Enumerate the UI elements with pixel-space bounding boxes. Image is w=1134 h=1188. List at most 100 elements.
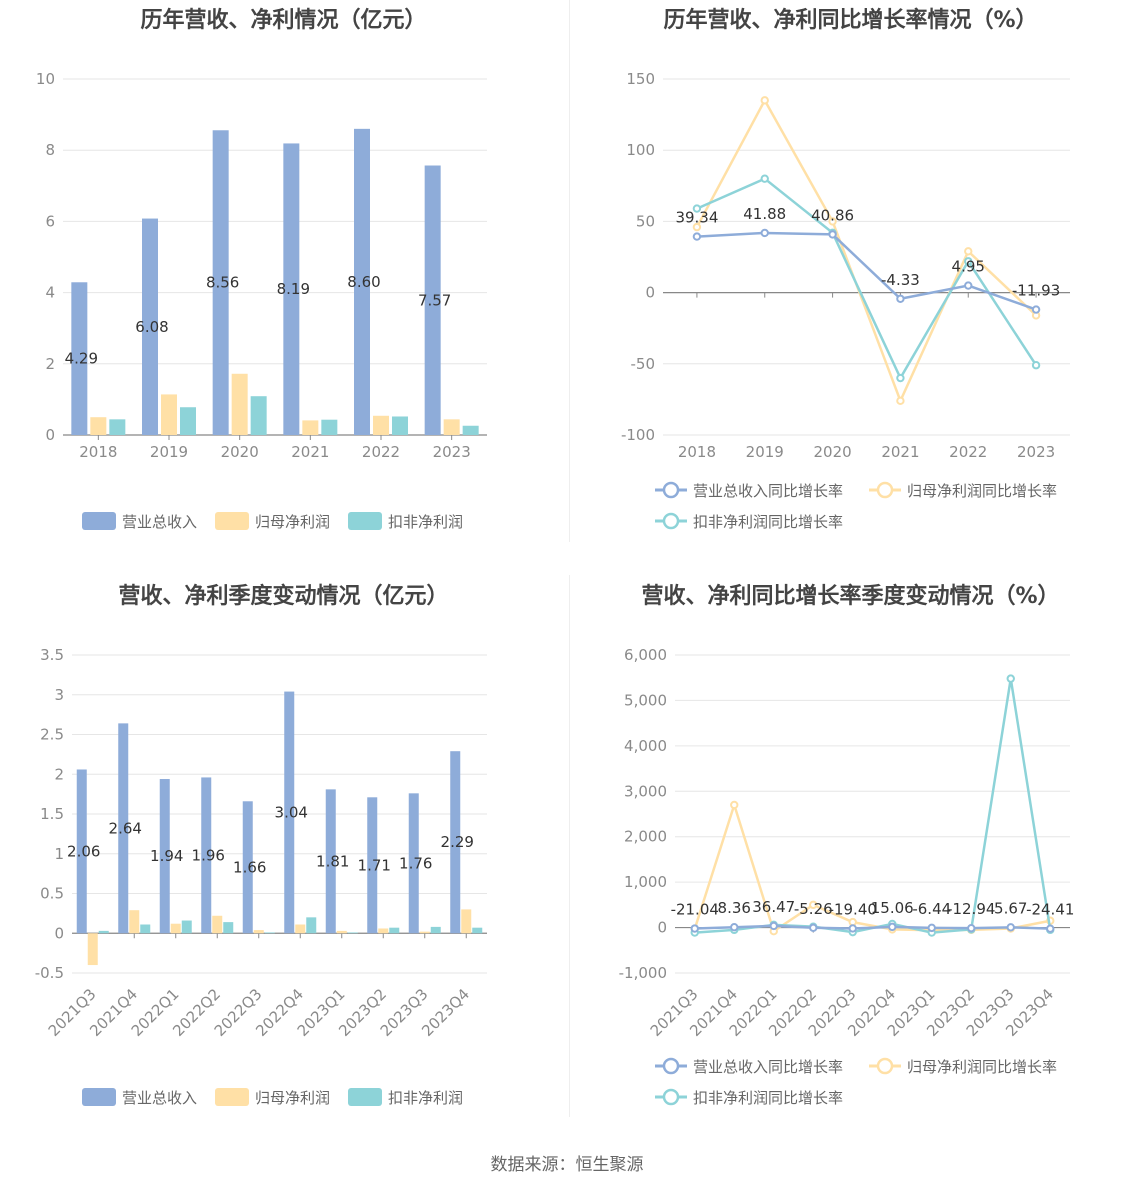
- chart-title: 历年营收、净利情况（亿元）: [140, 8, 427, 33]
- bar: [295, 924, 306, 934]
- legend-label: 营业总收入同比增长率: [693, 482, 843, 500]
- series-point: [896, 294, 905, 303]
- series-point: [692, 204, 702, 213]
- bar: [212, 130, 229, 436]
- legend-swatch: [215, 512, 249, 530]
- legend-marker: [662, 512, 680, 530]
- bar: [264, 932, 275, 934]
- y-tick-label: 0: [45, 426, 55, 444]
- bar: [231, 373, 248, 435]
- x-tick-label: 2020: [221, 443, 259, 461]
- y-tick-label: 2: [45, 355, 55, 373]
- series-line: [695, 97, 1037, 405]
- y-tick-label: 0: [54, 924, 64, 942]
- chart-title: 历年营收、净利同比增长率情况（%）: [663, 8, 1038, 33]
- series-point: [964, 257, 973, 266]
- bar: [450, 751, 461, 934]
- series-point: [1031, 305, 1041, 314]
- series-point: [967, 923, 976, 933]
- legend-swatch: [348, 512, 382, 530]
- bar: [129, 910, 140, 934]
- x-tick-label: 2020: [813, 443, 851, 461]
- series-point: [888, 922, 897, 932]
- legend-label: 归母净利润同比增长率: [907, 482, 1057, 500]
- series-point: [927, 923, 936, 933]
- series-point: [730, 800, 739, 810]
- bar: [378, 928, 389, 934]
- x-tick-label: 2019: [150, 443, 188, 461]
- bar: [180, 407, 196, 435]
- y-tick-label: -50: [631, 355, 656, 373]
- series-point: [809, 923, 818, 933]
- y-tick-label: 2,000: [624, 828, 667, 846]
- y-tick-label: 50: [636, 212, 655, 230]
- bar: [347, 932, 358, 934]
- annual-revenue-profit-chart: 历年营收、净利情况（亿元） 0 2 4 6 8 10 2018 2019 2020 2021 202…: [0, 0, 567, 575]
- data-label: 4.29: [65, 350, 98, 368]
- series-line: [696, 177, 1038, 381]
- data-label: 40.86: [811, 206, 854, 224]
- data-label: 36.47: [752, 898, 795, 916]
- bar: [373, 415, 389, 435]
- annual-growth-rate-svg: -100 -50 0 50 100 150 2018 2019 2020 2021 2022 2023…: [621, 70, 1070, 531]
- y-tick-label: 0: [657, 919, 667, 937]
- bar: [98, 930, 109, 934]
- y-tick-label: 4,000: [624, 737, 667, 755]
- bar: [302, 420, 319, 435]
- y-tick-label: 0.5: [40, 885, 64, 903]
- x-tick-label: 2023: [433, 443, 471, 461]
- x-tick-label: 2022: [949, 443, 987, 461]
- data-label: 1.94: [150, 847, 183, 865]
- legend-marker: [662, 1088, 680, 1106]
- y-tick-label: 100: [626, 141, 655, 159]
- panel-divider-top: [569, 0, 570, 542]
- quarterly-revenue-profit-chart: 营收、净利季度变动情况（亿元） -0.5 0 0.5 1 1.5 2 2.5 3 3.5 2021…: [0, 576, 567, 1151]
- legend-label: 归母净利润: [255, 1089, 330, 1107]
- bar: [118, 723, 129, 934]
- data-label: 8.19: [277, 280, 310, 298]
- quarterly-growth-rate-chart: 营收、净利同比增长率季度变动情况（%） -1,000 0 1,000 2,000 3,0…: [567, 576, 1134, 1151]
- legend-label: 营业总收入: [122, 513, 197, 531]
- y-tick-label: 0: [645, 284, 655, 302]
- series-point: [769, 921, 778, 931]
- y-tick-label: 3,000: [624, 782, 667, 800]
- data-label: -24.41: [1026, 901, 1074, 919]
- series-line: [694, 678, 1052, 934]
- bar: [250, 396, 267, 435]
- bar: [336, 930, 347, 934]
- data-label: 5.67: [994, 899, 1027, 917]
- quarterly-growth-rate-svg: -1,00001,0002,0003,0004,0005,0006,000202…: [619, 646, 1075, 1107]
- y-tick-label: -100: [621, 426, 655, 444]
- series-point: [730, 922, 739, 932]
- chart-title: 营收、净利季度变动情况（亿元）: [118, 584, 449, 609]
- y-tick-label: 8: [45, 141, 55, 159]
- series-point: [1006, 674, 1015, 683]
- data-label: -5.26: [794, 900, 833, 918]
- data-source-label: 数据来源：恒生聚源: [490, 1155, 644, 1175]
- y-tick-label: 2.5: [40, 726, 64, 744]
- series-point: [828, 230, 837, 239]
- series-point: [692, 222, 702, 232]
- data-label: -19.40: [829, 900, 877, 918]
- bar: [461, 909, 472, 934]
- bar: [462, 425, 479, 435]
- bar: [90, 417, 107, 435]
- legend-label: 扣非净利润同比增长率: [693, 513, 843, 531]
- chart-title: 营收、净利同比增长率季度变动情况（%）: [641, 584, 1060, 609]
- series-point: [690, 924, 699, 933]
- series-point: [1006, 923, 1015, 932]
- legend-label: 归母净利润: [255, 513, 330, 531]
- bar: [424, 165, 441, 435]
- bar: [212, 915, 223, 934]
- bar: [408, 793, 419, 934]
- bar: [321, 419, 338, 435]
- series-point: [809, 900, 818, 910]
- x-tick-label: 2022: [362, 443, 400, 461]
- legend-label: 扣非净利润同比增长率: [693, 1089, 843, 1107]
- legend-marker: [662, 1057, 680, 1075]
- y-tick-label: 150: [626, 70, 655, 88]
- data-label: 1.96: [192, 846, 225, 864]
- bar: [354, 128, 370, 435]
- legend-swatch: [82, 1088, 116, 1106]
- data-label: 1.71: [358, 856, 391, 874]
